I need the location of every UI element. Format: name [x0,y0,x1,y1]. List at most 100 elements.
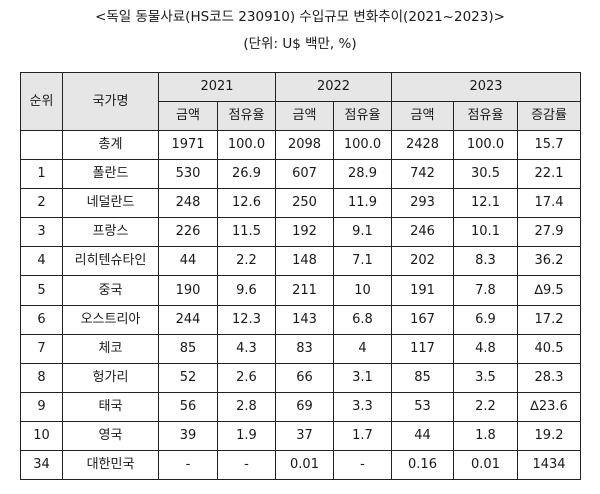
growth-cell: 19.2 [516,420,582,452]
share-2023-cell: 12.1 [453,188,518,219]
header-share-2023: 점유율 [453,101,518,131]
table-row: 8 헝가리 52 2.6 66 3.1 85 3.5 28.3 [20,362,582,393]
amount-2022-cell: 143 [275,304,334,335]
header-row-sub: 금액 점유율 금액 점유율 금액 점유율 증감률 [21,101,582,131]
amount-2023-cell: 202 [391,246,454,277]
amount-2021-cell: 248 [158,188,218,219]
amount-2022-cell: 192 [275,217,334,248]
amount-2023-cell: 53 [391,391,454,422]
country-cell: 리히텐슈타인 [62,246,159,277]
country-cell: 오스트리아 [62,304,159,335]
rank-cell: 1 [20,159,63,190]
country-cell: 중국 [62,275,159,306]
amount-2022-cell: 250 [275,188,334,219]
growth-cell: 36.2 [516,246,582,277]
rank-cell: 34 [20,450,63,481]
rank-cell: 8 [20,362,63,393]
header-year-2023: 2023 [390,72,582,102]
header-row-years: 순위 국가명 2021 2022 2023 [20,72,582,131]
share-2021-cell: 1.9 [217,420,276,452]
share-2021-cell: - [217,450,276,481]
country-cell: 폴란드 [62,159,159,190]
header-amount-2021: 금액 [158,101,218,131]
share-2023-cell: 3.5 [453,362,518,393]
share-2021-cell: 12.6 [217,188,276,219]
amount-2022-cell: 0.01 [275,450,334,481]
header-year-2022: 2022 [275,72,392,102]
amount-2021-cell: 52 [158,362,218,393]
growth-cell: 27.9 [516,217,582,248]
table-row: 2 네덜란드 248 12.6 250 11.9 293 12.1 17.4 [20,188,582,219]
share-2022-cell: 6.8 [333,304,392,335]
amount-2023-cell: 191 [391,275,454,306]
table-row: 10 영국 39 1.9 37 1.7 44 1.8 19.2 [20,420,582,452]
header-share-2022: 점유율 [333,101,392,131]
rank-cell: 5 [20,275,63,306]
table-row: 1 폴란드 530 26.9 607 28.9 742 30.5 22.1 [20,159,582,190]
amount-2021-cell: 85 [158,333,218,364]
header-year-2021: 2021 [158,72,276,102]
growth-cell: ∆9.5 [516,275,582,306]
share-2021-cell: 4.3 [217,333,276,364]
amount-2023-cell: 2428 [391,129,454,161]
share-2022-cell: 1.7 [333,420,392,452]
growth-cell: 28.3 [516,362,582,393]
share-2022-cell: 3.3 [333,391,392,422]
share-2023-cell: 100.0 [453,129,518,161]
table-row: 4 리히텐슈타인 44 2.2 148 7.1 202 8.3 36.2 [20,246,582,277]
amount-2022-cell: 148 [275,246,334,277]
table-row: 9 태국 56 2.8 69 3.3 53 2.2 ∆23.6 [20,391,582,422]
rank-cell [20,129,63,161]
amount-2023-cell: 85 [391,362,454,393]
header-country: 국가명 [62,72,159,131]
country-cell: 헝가리 [62,362,159,393]
amount-2023-cell: 117 [391,333,454,364]
country-cell: 체코 [62,333,159,364]
amount-2022-cell: 607 [275,159,334,190]
country-cell: 네덜란드 [62,188,159,219]
share-2022-cell: 100.0 [333,129,392,161]
table-row: 5 중국 190 9.6 211 10 191 7.8 ∆9.5 [20,275,582,306]
share-2022-cell: 10 [333,275,392,306]
rank-cell: 7 [20,333,63,364]
share-2022-cell: 4 [333,333,392,364]
amount-2021-cell: 56 [158,391,218,422]
amount-2022-cell: 37 [275,420,334,452]
share-2022-cell: 3.1 [333,362,392,393]
share-2023-cell: 6.9 [453,304,518,335]
share-2021-cell: 2.8 [217,391,276,422]
amount-2021-cell: 1971 [158,129,218,161]
share-2021-cell: 26.9 [217,159,276,190]
rank-cell: 4 [20,246,63,277]
header-amount-2023: 금액 [391,101,454,131]
growth-cell: 40.5 [516,333,582,364]
share-2023-cell: 1.8 [453,420,518,452]
growth-cell: 1434 [516,450,582,481]
share-2022-cell: 11.9 [333,188,392,219]
share-2021-cell: 9.6 [217,275,276,306]
amount-2021-cell: 226 [158,217,218,248]
share-2023-cell: 8.3 [453,246,518,277]
share-2023-cell: 7.8 [453,275,518,306]
header-amount-2022: 금액 [275,101,334,131]
share-2021-cell: 100.0 [217,129,276,161]
share-2023-cell: 0.01 [453,450,518,481]
share-2023-cell: 4.8 [453,333,518,364]
amount-2022-cell: 83 [275,333,334,364]
growth-cell: 17.4 [516,188,582,219]
share-2021-cell: 2.2 [217,246,276,277]
amount-2023-cell: 167 [391,304,454,335]
share-2023-cell: 2.2 [453,391,518,422]
header-growth: 증감률 [516,101,582,131]
import-table: 순위 국가명 2021 2022 2023 금액 점유율 금액 점유율 금액 점… [20,72,582,481]
growth-cell: 15.7 [516,129,582,161]
table-row: 3 프랑스 226 11.5 192 9.1 246 10.1 27.9 [20,217,582,248]
share-2022-cell: 28.9 [333,159,392,190]
amount-2023-cell: 44 [391,420,454,452]
table-body: 총계 1971 100.0 2098 100.0 2428 100.0 15.7 1 폴란드 530… [20,129,582,481]
amount-2021-cell: - [158,450,218,481]
share-2023-cell: 30.5 [453,159,518,190]
country-cell: 태국 [62,391,159,422]
share-2022-cell: 7.1 [333,246,392,277]
growth-cell: 17.2 [516,304,582,335]
